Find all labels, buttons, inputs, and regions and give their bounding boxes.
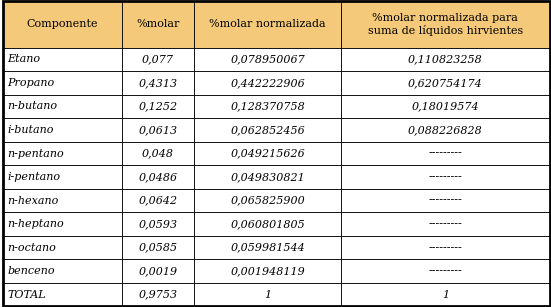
Text: Etano: Etano <box>8 54 41 64</box>
Text: i-pentano: i-pentano <box>8 172 61 182</box>
Bar <box>195 236 341 259</box>
Bar <box>195 71 341 95</box>
Text: 0,060801805: 0,060801805 <box>230 219 305 229</box>
Bar <box>3 283 122 306</box>
Text: 0,620754174: 0,620754174 <box>408 78 483 88</box>
Text: 0,0642: 0,0642 <box>139 196 178 206</box>
Text: 0,4313: 0,4313 <box>139 78 178 88</box>
Text: 0,048: 0,048 <box>142 149 174 158</box>
Bar <box>341 95 550 118</box>
Text: ---------: --------- <box>429 243 462 253</box>
Bar <box>122 165 195 189</box>
Bar <box>195 212 341 236</box>
Text: 0,442222906: 0,442222906 <box>230 78 305 88</box>
Text: ---------: --------- <box>429 172 462 182</box>
Bar <box>341 71 550 95</box>
Text: 0,077: 0,077 <box>142 54 174 64</box>
Text: 0,18019574: 0,18019574 <box>412 101 479 111</box>
Bar <box>3 189 122 212</box>
Bar <box>195 95 341 118</box>
Text: n-hexano: n-hexano <box>8 196 59 206</box>
Bar <box>122 48 195 71</box>
Bar <box>195 259 341 283</box>
Text: ---------: --------- <box>429 266 462 276</box>
Bar <box>195 1 341 48</box>
Text: 0,001948119: 0,001948119 <box>230 266 305 276</box>
Text: ---------: --------- <box>429 149 462 158</box>
Bar <box>341 236 550 259</box>
Text: n-octano: n-octano <box>8 243 56 253</box>
Text: 0,049215626: 0,049215626 <box>230 149 305 158</box>
Text: 0,059981544: 0,059981544 <box>230 243 305 253</box>
Text: 1: 1 <box>264 290 271 300</box>
Text: %molar normalizada: %molar normalizada <box>209 19 326 29</box>
Text: 0,0486: 0,0486 <box>139 172 178 182</box>
Bar <box>122 236 195 259</box>
Bar <box>122 95 195 118</box>
Text: %molar: %molar <box>137 19 180 29</box>
Bar <box>341 189 550 212</box>
Bar <box>3 236 122 259</box>
Text: TOTAL: TOTAL <box>8 290 46 300</box>
Bar <box>195 165 341 189</box>
Text: Componente: Componente <box>26 19 98 29</box>
Bar <box>3 71 122 95</box>
Bar <box>122 189 195 212</box>
Bar <box>341 165 550 189</box>
Bar <box>195 283 341 306</box>
Bar <box>341 48 550 71</box>
Text: 0,049830821: 0,049830821 <box>230 172 305 182</box>
Bar <box>122 212 195 236</box>
Bar <box>3 95 122 118</box>
Bar <box>341 118 550 142</box>
Text: 0,065825900: 0,065825900 <box>230 196 305 206</box>
Bar <box>122 1 195 48</box>
Bar <box>341 1 550 48</box>
Bar <box>3 212 122 236</box>
Bar <box>122 142 195 165</box>
Bar <box>122 283 195 306</box>
Text: benceno: benceno <box>8 266 55 276</box>
Bar <box>341 259 550 283</box>
Text: n-butano: n-butano <box>8 101 58 111</box>
Text: 0,9753: 0,9753 <box>139 290 178 300</box>
Text: 0,110823258: 0,110823258 <box>408 54 483 64</box>
Bar <box>122 118 195 142</box>
Text: 0,088226828: 0,088226828 <box>408 125 483 135</box>
Text: 0,0593: 0,0593 <box>139 219 178 229</box>
Bar <box>341 283 550 306</box>
Bar <box>195 142 341 165</box>
Text: ---------: --------- <box>429 196 462 206</box>
Bar <box>195 189 341 212</box>
Text: Propano: Propano <box>8 78 55 88</box>
Text: %molar normalizada para
suma de líquidos hirvientes: %molar normalizada para suma de líquidos… <box>368 13 523 36</box>
Bar <box>195 118 341 142</box>
Text: n-heptano: n-heptano <box>8 219 64 229</box>
Bar <box>341 142 550 165</box>
Bar <box>3 1 122 48</box>
Bar <box>122 71 195 95</box>
Bar <box>195 48 341 71</box>
Text: 0,0613: 0,0613 <box>139 125 178 135</box>
Bar <box>3 118 122 142</box>
Text: i-butano: i-butano <box>8 125 54 135</box>
Text: ---------: --------- <box>429 219 462 229</box>
Text: 0,128370758: 0,128370758 <box>230 101 305 111</box>
Text: 1: 1 <box>442 290 449 300</box>
Text: 0,062852456: 0,062852456 <box>230 125 305 135</box>
Bar <box>3 48 122 71</box>
Text: 0,1252: 0,1252 <box>139 101 178 111</box>
Bar <box>341 212 550 236</box>
Text: 0,0585: 0,0585 <box>139 243 178 253</box>
Bar <box>3 142 122 165</box>
Text: n-pentano: n-pentano <box>8 149 64 158</box>
Bar <box>122 259 195 283</box>
Text: 0,0019: 0,0019 <box>139 266 178 276</box>
Text: 0,078950067: 0,078950067 <box>230 54 305 64</box>
Bar <box>3 259 122 283</box>
Bar <box>3 165 122 189</box>
